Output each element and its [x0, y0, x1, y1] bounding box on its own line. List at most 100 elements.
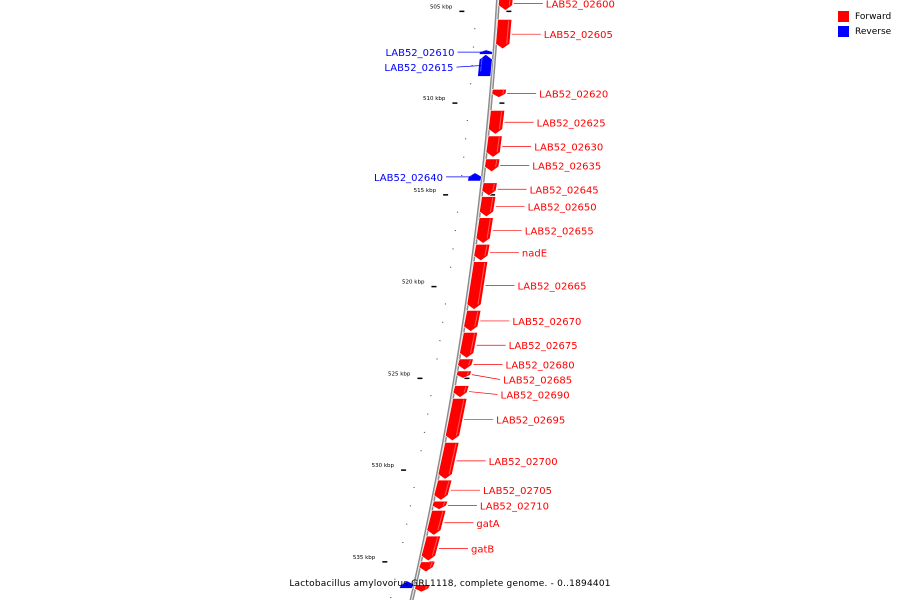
gene-label[interactable]: LAB52_02610	[385, 48, 454, 59]
gene-arrow-lab52-02650[interactable]	[479, 196, 497, 218]
gene-label[interactable]: LAB52_02680	[506, 361, 575, 372]
gene-arrow-partial[interactable]	[398, 580, 415, 589]
gene-shade	[492, 183, 495, 191]
gene-shade	[431, 536, 439, 556]
tick-label: 515 kbp	[414, 188, 437, 194]
gene-arrow-lab52-02710[interactable]	[431, 500, 449, 510]
forward-swatch	[838, 11, 849, 22]
label-layer: LAB52_02600 LAB52_02605 LAB52_02620 LAB52_0…	[374, 0, 615, 555]
gene-label[interactable]: nadE	[522, 249, 547, 260]
tick-label: 535 kbp	[353, 555, 376, 561]
gene-arrow-lab52-02615[interactable]	[477, 54, 493, 77]
gene-label[interactable]: LAB52_02665	[517, 282, 586, 293]
gene-arrow-gata[interactable]	[426, 510, 447, 536]
gene-label[interactable]: LAB52_02685	[503, 376, 572, 387]
map-caption: Lactobacillus amylovorus GRL1118, comple…	[289, 579, 611, 589]
gene-shade	[498, 111, 503, 130]
reverse-swatch	[838, 26, 849, 37]
gene-arrow-lab52-02605[interactable]	[495, 19, 513, 50]
gene-arrow-lab52-02635[interactable]	[484, 158, 501, 173]
gene-arrow-lab52-02630[interactable]	[485, 135, 503, 158]
tick-label: 525 kbp	[388, 371, 411, 377]
legend-item-reverse: Reverse	[838, 24, 891, 39]
gene-label[interactable]: LAB52_02645	[530, 185, 599, 196]
gene-shade	[463, 386, 467, 393]
gene-arrow-lab52-02665[interactable]	[466, 261, 489, 310]
tick-layer: 505 kbp 510 kbp 515 kbp 520 kbp 525 kbp 530 k…	[353, 4, 512, 599]
gene-label[interactable]: LAB52_02615	[384, 63, 453, 74]
gene-arrow-gatb[interactable]	[420, 535, 441, 562]
gene-label[interactable]: LAB52_02640	[374, 173, 443, 184]
tick-label: 510 kbp	[423, 96, 446, 102]
gene-arrow-lab52-02675[interactable]	[459, 332, 478, 359]
gene-arrow-lab52-02655[interactable]	[475, 217, 494, 244]
gene-arrow-lab52-02700[interactable]	[437, 442, 460, 480]
gene-shade	[495, 159, 498, 167]
gene-shade	[480, 55, 483, 72]
gene-shade	[448, 443, 457, 475]
backbone-layer	[409, 0, 501, 600]
gene-label[interactable]: gatB	[471, 544, 494, 555]
gene-arrow-partial[interactable]	[418, 561, 436, 573]
gene-shade	[506, 20, 510, 44]
legend-label-reverse: Reverse	[855, 26, 892, 37]
gene-arrow-partial[interactable]	[414, 584, 431, 593]
gene-label[interactable]: LAB52_02705	[483, 486, 552, 497]
gene-label[interactable]: LAB52_02655	[525, 227, 594, 238]
gene-layer	[398, 0, 514, 593]
legend-item-forward: Forward	[838, 9, 891, 24]
gene-arrow-nade[interactable]	[473, 244, 491, 262]
gene-arrow-lab52-02620[interactable]	[491, 89, 507, 98]
tick-label: 505 kbp	[430, 4, 453, 10]
label-leader	[471, 374, 501, 380]
gene-shade	[484, 245, 488, 256]
gene-label[interactable]: LAB52_02620	[539, 89, 608, 100]
gene-label[interactable]: LAB52_02630	[534, 143, 603, 154]
gene-shade	[437, 511, 444, 531]
gene-shade	[474, 311, 479, 327]
backbone-highlight	[410, 0, 499, 600]
gene-label[interactable]: LAB52_02600	[546, 0, 615, 10]
gene-shade	[468, 359, 471, 366]
gene-label[interactable]: LAB52_02635	[532, 161, 601, 172]
gene-label[interactable]: LAB52_02670	[512, 317, 581, 328]
label-leader	[469, 391, 498, 395]
gene-arrow-lab52-02705[interactable]	[433, 479, 453, 501]
gene-label[interactable]: LAB52_02625	[537, 118, 606, 129]
legend-label-forward: Forward	[855, 11, 892, 22]
gene-shade	[424, 585, 428, 589]
gene-label[interactable]: gatA	[476, 519, 499, 530]
gene-arrow-lab52-02680[interactable]	[457, 358, 474, 371]
gene-shade	[502, 90, 505, 94]
gene-shade	[486, 218, 491, 239]
gene-label[interactable]: LAB52_02650	[528, 203, 597, 214]
tick-label: 530 kbp	[372, 463, 395, 469]
gene-label[interactable]: LAB52_02675	[509, 341, 578, 352]
gene-arrow-lab52-02600[interactable]	[498, 0, 514, 11]
gene-label[interactable]: LAB52_02700	[489, 457, 558, 468]
gene-arrow-lab52-02670[interactable]	[463, 310, 482, 332]
gene-shade	[466, 371, 469, 376]
gene-shade	[442, 501, 446, 506]
gene-shade	[429, 562, 433, 568]
gene-arrow-lab52-02645[interactable]	[481, 182, 498, 197]
gene-shade	[470, 333, 476, 354]
gene-label[interactable]: LAB52_02695	[496, 416, 565, 427]
gene-arrow-lab52-02690[interactable]	[452, 385, 470, 398]
gene-label[interactable]: LAB52_02605	[544, 30, 613, 41]
legend: Forward Reverse	[838, 9, 891, 39]
gene-arrow-lab52-02685[interactable]	[455, 370, 472, 379]
gene-shade	[477, 262, 486, 305]
gene-label[interactable]: LAB52_02710	[480, 501, 549, 512]
gene-label[interactable]: LAB52_02690	[501, 391, 570, 402]
gene-shade	[444, 480, 450, 496]
gene-shade	[401, 581, 405, 586]
label-leader	[456, 65, 484, 68]
gene-arrow-lab52-02640[interactable]	[467, 172, 482, 182]
gene-arrow-lab52-02625[interactable]	[488, 110, 506, 135]
gene-shade	[489, 197, 494, 212]
tick-label: 520 kbp	[402, 280, 425, 286]
gene-shade	[496, 136, 500, 153]
gene-arrow-lab52-02695[interactable]	[445, 398, 468, 442]
